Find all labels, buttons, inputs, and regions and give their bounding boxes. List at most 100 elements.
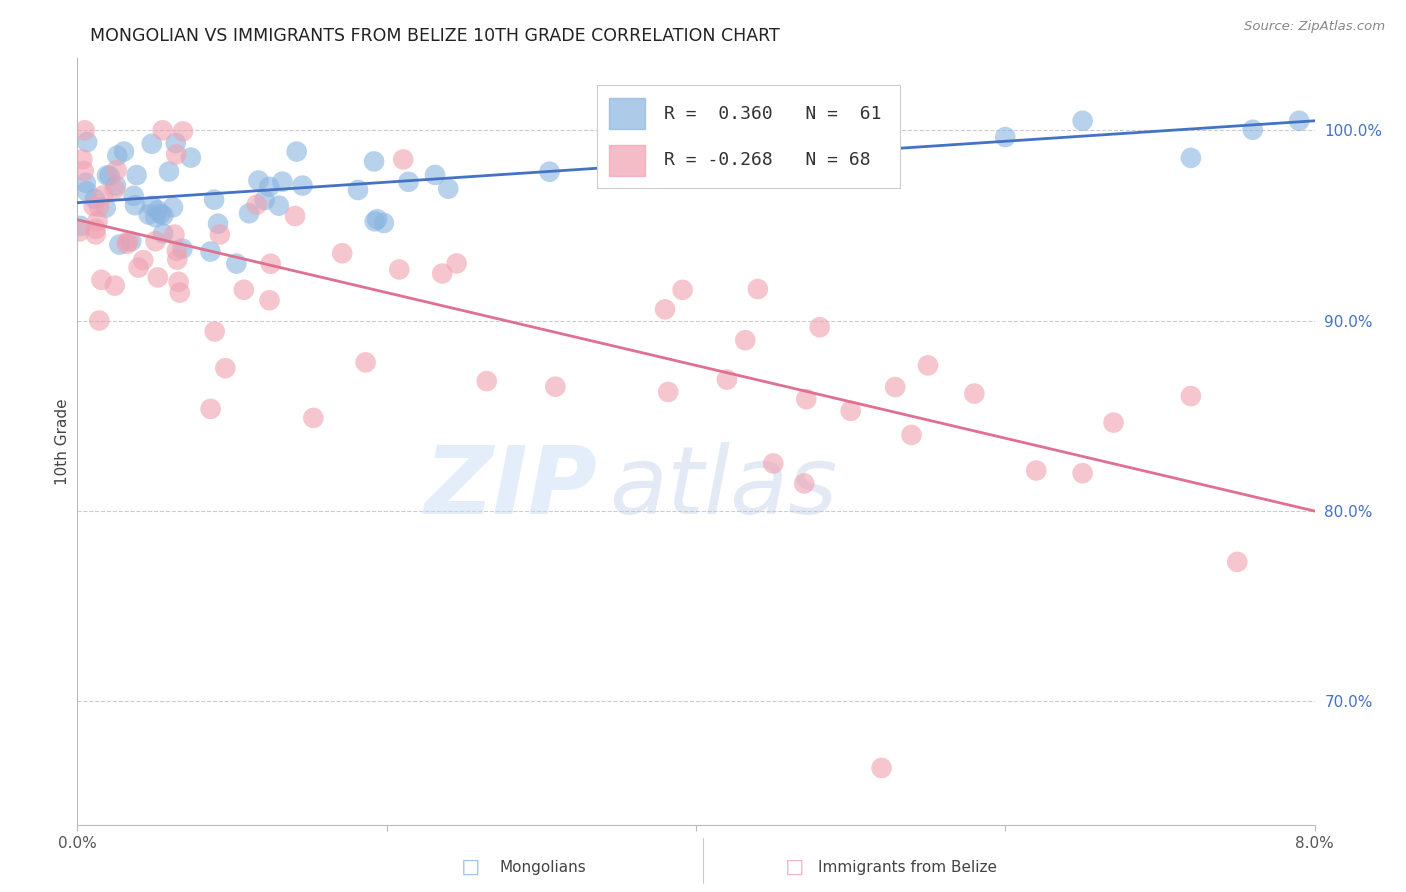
Point — [84, 192, 107, 206]
Point — [671, 283, 693, 297]
Point — [98, 169, 121, 183]
Point — [246, 197, 269, 211]
Point — [716, 373, 738, 387]
Point — [884, 380, 907, 394]
Text: ZIP: ZIP — [425, 442, 598, 533]
Point — [267, 199, 290, 213]
Point — [162, 200, 184, 214]
Point — [1071, 113, 1094, 128]
Text: ◻: ◻ — [461, 855, 481, 879]
Point — [149, 207, 172, 221]
Point — [96, 169, 118, 183]
Point — [259, 293, 281, 308]
Point — [366, 212, 388, 227]
Point — [152, 208, 174, 222]
Point — [75, 176, 97, 190]
Point — [917, 359, 939, 373]
Point — [475, 374, 498, 388]
Point — [654, 302, 676, 317]
Point — [347, 183, 370, 197]
Point — [200, 244, 222, 259]
Point — [112, 145, 135, 159]
Point — [388, 262, 411, 277]
Point — [125, 168, 148, 182]
Point — [180, 151, 202, 165]
Point — [253, 193, 276, 207]
Point — [117, 234, 139, 248]
Point — [1334, 166, 1357, 180]
Point — [165, 147, 187, 161]
Point — [994, 130, 1017, 145]
Point — [398, 175, 420, 189]
Point — [115, 236, 138, 251]
Point — [1025, 463, 1047, 477]
Point — [84, 221, 107, 235]
Point — [544, 379, 567, 393]
Point — [1102, 416, 1125, 430]
Point — [330, 246, 353, 260]
Point — [238, 206, 260, 220]
Point — [89, 313, 111, 327]
Point — [165, 136, 187, 150]
Point — [446, 256, 468, 270]
Point — [73, 123, 96, 137]
Point — [163, 227, 186, 242]
Point — [83, 199, 105, 213]
Point — [104, 278, 127, 293]
Point — [214, 361, 236, 376]
Point — [762, 457, 785, 471]
Point — [207, 217, 229, 231]
Text: Source: ZipAtlas.com: Source: ZipAtlas.com — [1244, 20, 1385, 33]
Point — [225, 256, 247, 270]
Point — [166, 244, 188, 258]
Point — [128, 260, 150, 275]
Point — [172, 124, 194, 138]
Point — [172, 242, 194, 256]
Point — [437, 182, 460, 196]
Point — [364, 214, 387, 228]
Point — [291, 178, 314, 193]
Point — [132, 253, 155, 268]
Point — [271, 175, 294, 189]
Point — [354, 355, 377, 369]
Point — [204, 325, 226, 339]
Point — [963, 386, 986, 401]
Text: Immigrants from Belize: Immigrants from Belize — [818, 860, 997, 874]
Point — [200, 401, 222, 416]
Y-axis label: 10th Grade: 10th Grade — [55, 398, 70, 485]
Point — [900, 428, 922, 442]
Point — [108, 237, 131, 252]
Point — [202, 193, 225, 207]
Point — [538, 164, 561, 178]
Point — [260, 257, 283, 271]
Point — [167, 275, 190, 289]
Text: MONGOLIAN VS IMMIGRANTS FROM BELIZE 10TH GRADE CORRELATION CHART: MONGOLIAN VS IMMIGRANTS FROM BELIZE 10TH… — [90, 28, 779, 45]
Point — [645, 144, 668, 158]
Point — [657, 384, 679, 399]
Point — [87, 200, 110, 214]
Point — [423, 168, 446, 182]
Point — [122, 189, 145, 203]
Point — [747, 113, 769, 128]
Point — [141, 136, 163, 151]
Point — [247, 173, 270, 187]
Point — [84, 227, 107, 242]
Point — [794, 392, 817, 406]
Point — [1241, 122, 1264, 136]
Point — [284, 209, 307, 223]
Point — [1071, 467, 1094, 481]
Point — [285, 145, 308, 159]
Text: ◻: ◻ — [785, 855, 804, 879]
Point — [747, 282, 769, 296]
Point — [105, 163, 128, 178]
Point — [105, 148, 128, 162]
Point — [1180, 151, 1202, 165]
Point — [69, 224, 91, 238]
Point — [166, 252, 188, 267]
Point — [1288, 113, 1310, 128]
Point — [146, 203, 169, 218]
Point — [302, 410, 325, 425]
Point — [152, 123, 174, 137]
Point — [232, 283, 254, 297]
Point — [734, 333, 756, 347]
